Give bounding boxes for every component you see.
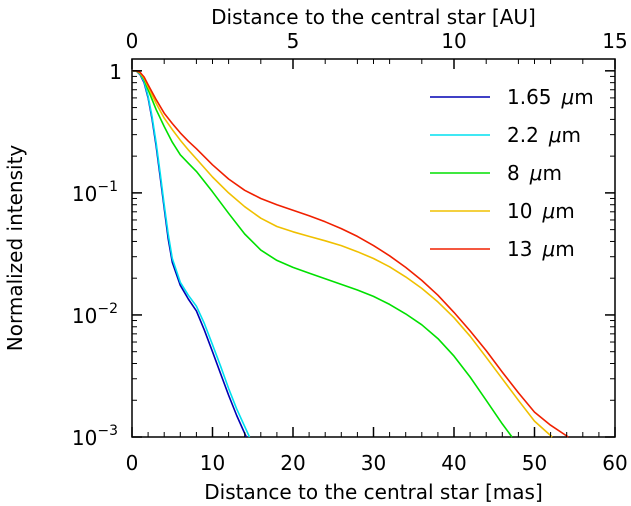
y-tick-label: 10−3 [72,423,118,450]
x-tick-label: 50 [522,451,547,475]
y-tick-label: 1 [109,60,122,84]
legend-mu: μ [541,237,555,261]
x-top-tick-label: 5 [287,29,300,53]
legend-label-unit: μm [541,199,574,223]
y-tick-exponent: −1 [97,179,118,195]
x-top-tick-label: 10 [441,29,466,53]
x-tick-label: 0 [126,451,139,475]
legend-label-unit: μm [541,237,574,261]
legend-label-2: 8 μm [507,161,562,185]
x-top-tick-label: 0 [126,29,139,53]
x-axis-top-label: Distance to the central star [AU] [211,5,536,29]
x-top-tick-label: 15 [602,29,627,53]
y-tick-base: 10 [72,182,97,206]
y-tick-label: 10−2 [72,301,118,328]
legend-m: m [562,123,581,147]
legend-m: m [574,85,593,109]
legend-label-value: 13 [507,237,532,261]
legend-label-unit: μm [548,123,581,147]
axis-ticks [131,59,616,438]
legend-mu: μ [529,161,543,185]
legend-label-value: 2.2 [507,123,539,147]
y-tick-base: 10 [72,304,97,328]
legend-label-4: 13 μm [507,237,575,261]
series-line-0 [132,70,248,438]
legend-mu: μ [548,123,562,147]
legend-label-1: 2.2 μm [507,123,581,147]
series-line-2 [132,70,513,438]
legend-label-value: 10 [507,199,532,223]
x-tick-label: 40 [441,451,466,475]
legend-label-value: 1.65 [507,85,552,109]
legend-label-0: 1.65 μm [507,85,594,109]
y-tick-exponent: −3 [97,423,118,439]
x-tick-label: 30 [361,451,386,475]
y-tick-base: 1 [109,60,122,84]
plot-lines [132,70,569,438]
y-axis-label: Normalized intensity [3,145,27,352]
series-line-1 [132,70,251,438]
legend-mu: μ [541,199,555,223]
x-tick-label: 10 [200,451,225,475]
legend-mu: μ [561,85,575,109]
y-tick-base: 10 [72,426,97,450]
legend-m: m [555,199,574,223]
x-tick-label: 60 [602,451,627,475]
series-line-3 [132,70,553,438]
legend-label-unit: μm [529,161,562,185]
x-axis-label: Distance to the central star [mas] [204,480,543,504]
y-tick-exponent: −2 [97,301,118,317]
legend-m: m [555,237,574,261]
series-line-4 [132,70,569,438]
legend-m: m [542,161,561,185]
y-tick-label: 10−1 [72,179,118,206]
legend-label-value: 8 [507,161,520,185]
legend-label-unit: μm [561,85,594,109]
x-tick-label: 20 [280,451,305,475]
legend-label-3: 10 μm [507,199,575,223]
